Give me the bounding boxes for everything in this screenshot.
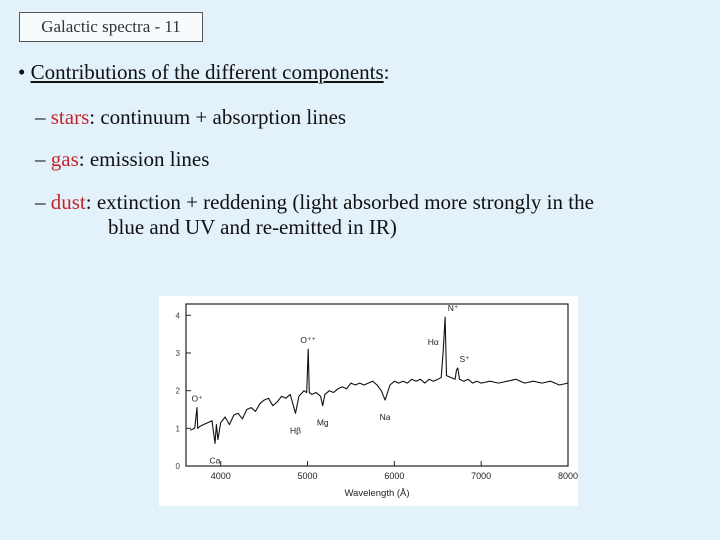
sub-item-stars: – stars: continuum + absorption lines (35, 105, 346, 130)
x-tick-label: 5000 (298, 471, 318, 481)
y-tick-label: 0 (176, 462, 181, 471)
line-annotation: O⁺⁺ (300, 335, 316, 345)
spectrum-line (190, 316, 569, 444)
desc-stars: : continuum + absorption lines (89, 105, 347, 129)
plot-frame (185, 303, 569, 467)
x-tick-label: 7000 (471, 471, 491, 481)
line-annotation: N⁺ (448, 303, 459, 313)
x-axis-label: Wavelength (Å) (344, 488, 409, 499)
sub-item-dust: – dust: extinction + reddening (light ab… (35, 190, 594, 240)
main-bullet: • Contributions of the different compone… (18, 60, 390, 85)
x-tick-label: 6000 (384, 471, 404, 481)
sub-dash: – (35, 190, 46, 214)
y-tick-label: 3 (176, 349, 181, 358)
bullet-text: Contributions of the different component… (30, 60, 384, 84)
y-tick-label: 2 (176, 387, 181, 396)
term-dust: dust (50, 190, 86, 214)
line-annotation: Hα (428, 337, 439, 347)
line-annotation: Hβ (290, 425, 301, 435)
desc-dust: : extinction + reddening (light absorbed… (85, 190, 594, 214)
line-annotation: O⁺ (191, 394, 203, 404)
desc-dust-continued: blue and UV and re-emitted in IR) (108, 215, 397, 239)
line-annotation: Na (380, 412, 391, 422)
bullet-colon: : (383, 60, 390, 84)
sub-dash: – (35, 105, 46, 129)
desc-gas: : emission lines (78, 147, 210, 171)
y-tick-label: 1 (176, 424, 181, 433)
sub-dash: – (35, 147, 46, 171)
x-tick-label: 8000 (558, 471, 578, 481)
x-tick-label: 4000 (211, 471, 231, 481)
term-gas: gas (50, 147, 79, 171)
line-annotation: Mg (317, 418, 329, 428)
line-annotation: S⁺ (459, 354, 470, 364)
bullet-mark: • (18, 60, 26, 84)
term-stars: stars (50, 105, 90, 129)
sub-item-gas: – gas: emission lines (35, 147, 209, 172)
y-tick-label: 4 (176, 311, 181, 320)
spectrum-figure: 4000 5000 6000 7000 8000 0 1 2 3 4 O⁺ Ca O⁺⁺ Hβ Mg Na Hα… (159, 296, 578, 506)
spectrum-chart: 4000 5000 6000 7000 8000 0 1 2 3 4 O⁺ Ca O⁺⁺ Hβ Mg Na Hα… (176, 303, 578, 499)
slide-title: Galactic spectra - 11 (19, 12, 203, 42)
line-annotation: Ca (210, 455, 221, 465)
